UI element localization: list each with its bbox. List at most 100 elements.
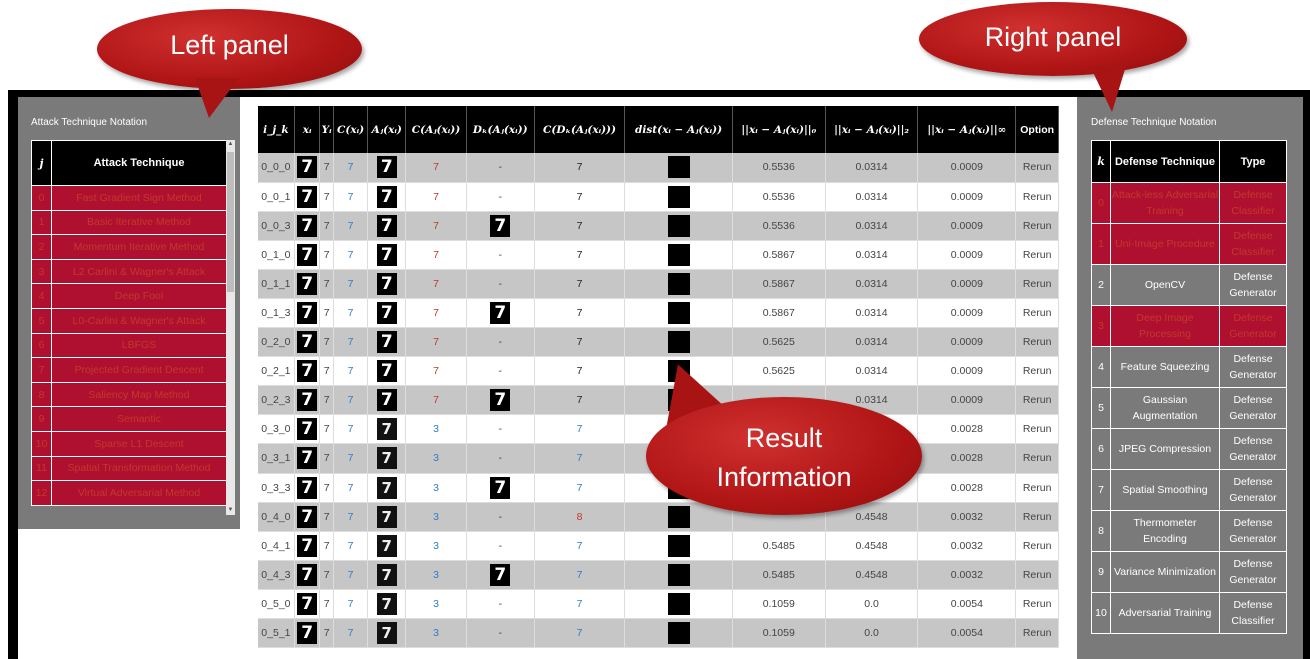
defense-row-name: JPEG Compression: [1110, 428, 1220, 470]
attack-row-index: 8: [31, 381, 52, 408]
rerun-link[interactable]: Rerun: [1015, 502, 1059, 532]
attack-row-name: Sparse L1 Descent: [51, 430, 226, 457]
defense-row[interactable]: 9 Variance Minimization Defense Generator: [1091, 551, 1287, 593]
result-row: 0_2_1 7 7 7 7 7-7 0.5625 0.0314 0.0009 Rerun: [258, 356, 1059, 387]
attack-row[interactable]: 4 Deep Fool: [31, 283, 226, 309]
defended-image-cell: 7: [466, 298, 535, 329]
attack-row-index: 0: [31, 185, 52, 211]
defense-row[interactable]: 6 JPEG Compression Defense Generator: [1091, 428, 1287, 470]
attack-technique-table: j Attack Technique 0 Fast Gradient Sign M…: [31, 140, 226, 506]
attack-row-name: Basic Iterative Method: [51, 209, 226, 236]
attack-row[interactable]: 6 LBFGS: [31, 332, 226, 359]
adversarial-digit-image: 7: [376, 592, 397, 615]
attack-row-name: Momentum Iterative Method: [51, 234, 226, 260]
defense-row[interactable]: 7 Spatial Smoothing Defense Generator: [1091, 469, 1287, 511]
attack-row[interactable]: 10 Sparse L1 Descent: [31, 430, 226, 457]
rerun-link[interactable]: Rerun: [1015, 356, 1059, 387]
result-id: 0_2_3: [258, 385, 295, 416]
l2-norm: 0.4548: [825, 560, 919, 590]
defended-prediction: 7: [534, 153, 626, 183]
l2-norm: 0.0314: [825, 298, 919, 329]
clean-prediction: 7: [333, 211, 369, 241]
defended-image-cell: -: [466, 182, 535, 212]
defense-row[interactable]: 1 Uni-Image Procedure Defense Classifier: [1091, 223, 1287, 265]
attack-row-name: Semantic: [51, 406, 226, 432]
rerun-link[interactable]: Rerun: [1015, 618, 1059, 649]
rerun-link[interactable]: Rerun: [1015, 211, 1059, 241]
true-label: 7: [319, 589, 334, 620]
defended-prediction: 7: [534, 443, 626, 474]
result-row: 0_0_1 7 7 7 7 7-7 0.5536 0.0314 0.0009 Rerun: [258, 182, 1059, 212]
adversarial-digit-image: 7: [376, 622, 397, 645]
input-digit-image: 7: [297, 505, 318, 528]
clean-prediction: 7: [333, 356, 369, 387]
defense-row[interactable]: 0 Attack-less Adversarial Training Defense…: [1091, 182, 1287, 224]
rerun-link[interactable]: Rerun: [1015, 240, 1059, 270]
defense-header-name: Defense Technique: [1110, 140, 1220, 183]
defended-image-cell: 7: [466, 385, 535, 416]
defense-row-type: Defense Generator: [1219, 469, 1287, 511]
scrollbar-thumb[interactable]: [227, 152, 234, 292]
rerun-link[interactable]: Rerun: [1015, 385, 1059, 416]
result-row: 0_4_3 7 7 7 7 3 7 7 0.5485 0.4548 0.0032 Rerun: [258, 560, 1059, 590]
rerun-link[interactable]: Rerun: [1015, 327, 1059, 358]
rerun-link[interactable]: Rerun: [1015, 182, 1059, 212]
rerun-link[interactable]: Rerun: [1015, 589, 1059, 620]
input-digit-image: 7: [297, 563, 318, 586]
adversarial-image-cell: 7: [367, 443, 407, 474]
attack-row-index: 12: [31, 480, 52, 506]
defense-row[interactable]: 4 Feature Squeezing Defense Generator: [1091, 346, 1287, 388]
distance-image: [667, 302, 690, 325]
linf-norm: 0.0009: [917, 211, 1017, 241]
l2-norm: 0.0: [825, 589, 919, 620]
result-id: 0_1_0: [258, 240, 295, 270]
attack-row[interactable]: 9 Semantic: [31, 406, 226, 432]
attack-row[interactable]: 5 L0-Carlini & Wagner's Attack: [31, 307, 226, 334]
defense-row[interactable]: 3 Deep Image Processing Defense Generator: [1091, 305, 1287, 347]
attack-row[interactable]: 7 Projected Gradient Descent: [31, 357, 226, 383]
clean-prediction: 7: [333, 589, 369, 620]
rerun-link[interactable]: Rerun: [1015, 473, 1059, 503]
rerun-link[interactable]: Rerun: [1015, 531, 1059, 561]
attack-row[interactable]: 3 L2 Carlini & Wagner's Attack: [31, 258, 226, 285]
rerun-link[interactable]: Rerun: [1015, 414, 1059, 445]
defense-row[interactable]: 10 Adversarial Training Defense Classifier: [1091, 592, 1287, 634]
attack-row[interactable]: 0 Fast Gradient Sign Method: [31, 185, 226, 211]
defense-row[interactable]: 2 OpenCV Defense Generator: [1091, 264, 1287, 306]
scroll-down-icon[interactable]: ▼: [227, 507, 234, 513]
rerun-link[interactable]: Rerun: [1015, 560, 1059, 590]
scroll-up-icon[interactable]: ▲: [227, 141, 234, 147]
result-id: 0_1_1: [258, 269, 295, 299]
attack-row[interactable]: 12 Virtual Adversarial Method: [31, 480, 226, 506]
input-digit-image: 7: [297, 592, 318, 615]
rerun-link[interactable]: Rerun: [1015, 153, 1059, 183]
adversarial-image-cell: 7: [367, 182, 407, 212]
defense-row-name: Deep Image Processing: [1110, 305, 1220, 347]
defense-row[interactable]: 5 Gaussian Augmentation Defense Generator: [1091, 387, 1287, 429]
attack-row[interactable]: 1 Basic Iterative Method: [31, 209, 226, 236]
input-image-cell: 7: [294, 531, 321, 561]
true-label: 7: [319, 240, 334, 270]
true-label: 7: [319, 182, 334, 212]
input-digit-image: 7: [297, 360, 318, 383]
adversarial-image-cell: 7: [367, 589, 407, 620]
defense-row-name: OpenCV: [1110, 264, 1220, 306]
adversarial-image-cell: 7: [367, 327, 407, 358]
attack-row-name: Fast Gradient Sign Method: [51, 185, 226, 211]
defended-image-cell: -: [466, 531, 535, 561]
rerun-link[interactable]: Rerun: [1015, 298, 1059, 329]
defense-row[interactable]: 8 Thermometer Encoding Defense Generator: [1091, 510, 1287, 552]
result-header-col-2: Yᵢ: [319, 106, 334, 153]
defense-row-name: Uni-Image Procedure: [1110, 223, 1220, 265]
rerun-link[interactable]: Rerun: [1015, 443, 1059, 474]
attack-row[interactable]: 2 Momentum Iterative Method: [31, 234, 226, 260]
attack-row[interactable]: 8 Saliency Map Method: [31, 381, 226, 408]
distance-image: [667, 505, 690, 528]
adversarial-digit-image: 7: [376, 389, 397, 412]
rerun-link[interactable]: Rerun: [1015, 269, 1059, 299]
attack-table-scroll-area[interactable]: j Attack Technique 0 Fast Gradient Sign M…: [31, 140, 226, 515]
attack-table-scrollbar[interactable]: ▲ ▼: [226, 140, 235, 515]
attack-row[interactable]: 11 Spatial Transformation Method: [31, 455, 226, 482]
clean-prediction: 7: [333, 182, 369, 212]
distance-image-cell: [624, 182, 733, 212]
